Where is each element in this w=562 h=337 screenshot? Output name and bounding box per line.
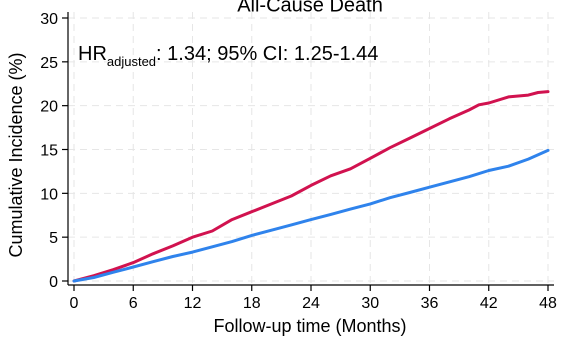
x-tick-label: 48 — [539, 295, 557, 312]
y-tick-label: 10 — [40, 186, 58, 203]
hr-subscript: adjusted — [107, 54, 156, 69]
y-tick-label: 5 — [49, 230, 58, 247]
x-tick-label: 42 — [480, 295, 498, 312]
x-tick-label: 0 — [70, 295, 79, 312]
y-axis-label: Cumulative Incidence (%) — [6, 52, 26, 257]
chart-title: All-Cause Death — [237, 0, 383, 17]
y-tick-label: 25 — [40, 55, 58, 72]
series-line-1 — [72, 90, 550, 283]
y-tick-label: 15 — [40, 143, 58, 160]
hr-rest: : 1.34; 95% CI: 1.25-1.44 — [156, 43, 378, 65]
grid-lines — [68, 12, 554, 285]
tick-labels: 0 5 10 15 20 25 30 0 6 12 18 24 30 36 42 48 — [40, 11, 557, 312]
y-tick-label: 0 — [49, 274, 58, 291]
hr-prefix: HR — [78, 43, 107, 65]
x-tick-label: 36 — [421, 295, 439, 312]
series-lines — [72, 90, 550, 283]
x-tick-label: 6 — [129, 295, 138, 312]
x-axis-label: Follow-up time (Months) — [213, 316, 406, 336]
x-tick-label: 12 — [184, 295, 202, 312]
y-tick-label: 30 — [40, 11, 58, 28]
x-tick-label: 24 — [302, 295, 320, 312]
series-line-2 — [72, 148, 550, 283]
y-tick-label: 20 — [40, 99, 58, 116]
x-tick-label: 30 — [361, 295, 379, 312]
x-tick-label: 18 — [243, 295, 261, 312]
axes — [62, 12, 554, 291]
hr-annotation: HRadjusted: 1.34; 95% CI: 1.25-1.44 — [78, 43, 378, 69]
